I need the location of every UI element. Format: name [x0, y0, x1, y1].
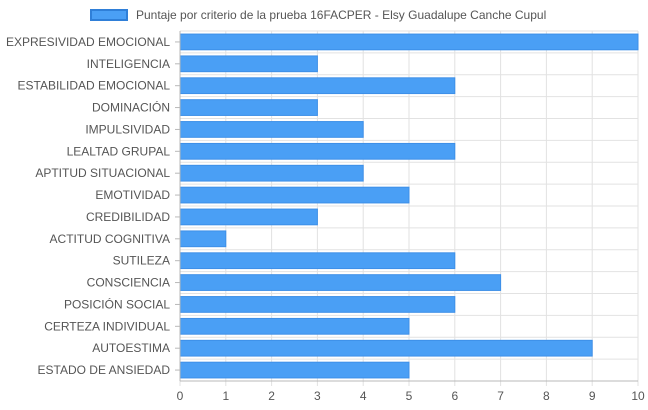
- x-tick-label: 8: [543, 389, 550, 403]
- category-label: POSICIÓN SOCIAL: [64, 296, 170, 311]
- category-label: ESTABILIDAD EMOCIONAL: [18, 79, 171, 93]
- bar[interactable]: [179, 99, 318, 116]
- bar[interactable]: [179, 55, 318, 73]
- bar[interactable]: [179, 230, 227, 248]
- x-tick-label: 5: [406, 389, 413, 403]
- category-label: INTELIGENCIA: [87, 57, 170, 71]
- category-label: LEALTAD GRUPAL: [67, 144, 171, 158]
- category-label: CERTEZA INDIVIDUAL: [44, 319, 170, 333]
- bars: [179, 33, 639, 379]
- bar[interactable]: [179, 361, 410, 379]
- x-tick-label: 4: [360, 389, 367, 403]
- legend-swatch: [90, 9, 128, 21]
- bar[interactable]: [179, 339, 593, 357]
- category-label: AUTOESTIMA: [92, 341, 170, 355]
- category-label: EMOTIVIDAD: [95, 188, 170, 202]
- bar[interactable]: [179, 252, 456, 270]
- x-tick-label: 0: [177, 389, 184, 403]
- bar[interactable]: [179, 186, 410, 204]
- axes: [175, 31, 638, 382]
- x-tick-label: 1: [222, 389, 229, 403]
- x-tick-labels: 0 1 2 3 4 5 6 7 8 9 10: [177, 389, 645, 403]
- bar[interactable]: [179, 121, 364, 138]
- category-label: CONSCIENCIA: [87, 276, 170, 290]
- category-label: EXPRESIVIDAD EMOCIONAL: [6, 35, 170, 49]
- category-label: ACTITUD COGNITIVA: [50, 232, 170, 246]
- bar[interactable]: [179, 274, 502, 291]
- category-label: ESTADO DE ANSIEDAD: [38, 363, 171, 377]
- category-label: APTITUD SITUACIONAL: [35, 166, 170, 180]
- bar[interactable]: [179, 296, 456, 313]
- x-tick-label: 7: [497, 389, 504, 403]
- x-tick-label: 10: [631, 389, 645, 403]
- category-label: CREDIBILIDAD: [86, 210, 170, 224]
- legend-label: Puntaje por criterio de la prueba 16FACP…: [136, 8, 547, 22]
- category-label: DOMINACIÓN: [92, 100, 170, 115]
- bar[interactable]: [179, 142, 456, 160]
- chart-legend[interactable]: Puntaje por criterio de la prueba 16FACP…: [90, 5, 546, 25]
- bar[interactable]: [179, 317, 410, 335]
- x-tick-label: 3: [314, 389, 321, 403]
- bar[interactable]: [179, 208, 318, 226]
- category-label: SUTILEZA: [113, 254, 170, 268]
- bar[interactable]: [179, 33, 639, 51]
- category-labels: EXPRESIVIDAD EMOCIONAL INTELIGENCIA ESTABI…: [6, 35, 170, 377]
- x-tick-label: 6: [451, 389, 458, 403]
- bar[interactable]: [179, 164, 364, 182]
- category-label: IMPULSIVIDAD: [85, 122, 170, 136]
- x-tick-label: 2: [268, 389, 275, 403]
- bar[interactable]: [179, 77, 456, 95]
- x-tick-label: 9: [589, 389, 596, 403]
